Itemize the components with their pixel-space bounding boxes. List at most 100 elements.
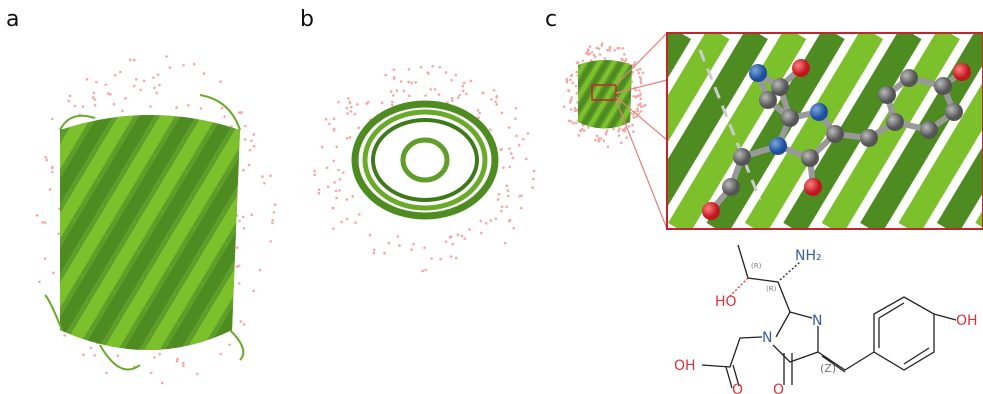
dot [410,82,413,85]
dot [348,101,351,104]
dot [153,87,156,90]
dot [587,53,590,56]
dot [182,64,185,67]
dot [636,107,639,110]
dot [609,46,612,49]
dot [426,71,429,74]
stereo-label: (Z) [820,362,836,375]
dot [501,112,504,115]
dot [625,58,628,61]
dot [431,65,434,68]
dot [369,234,372,237]
dot [93,98,96,101]
dot [269,240,272,243]
dot [531,186,534,189]
dot [243,227,246,230]
dot [92,92,95,95]
dot [139,89,142,92]
dot [373,249,376,252]
dot [271,219,274,222]
dot [639,80,642,83]
dot [49,188,52,191]
dot [414,81,417,84]
dot [261,175,264,178]
dot [392,94,395,97]
dot [568,119,571,122]
dot [114,74,117,77]
dot [450,255,453,258]
dot [238,282,241,285]
dot [461,235,464,238]
dot [515,107,518,110]
dot [346,107,349,110]
dot [44,257,47,260]
dot [423,247,426,250]
dot [269,174,272,177]
dot [505,206,508,209]
dot [332,227,335,230]
dot [391,101,394,104]
dot [36,214,39,217]
dot [479,220,482,223]
dot [373,252,376,255]
dot [589,45,592,48]
dot [124,97,127,100]
stereo-label: (R) [766,285,777,293]
dot [574,109,577,112]
dot [52,272,55,275]
dot [393,68,396,71]
dot [44,156,47,159]
dot [354,113,357,116]
dot [450,79,453,82]
dot [250,139,253,142]
dot [637,104,640,107]
dot [576,92,579,95]
strand [321,90,495,380]
dot [342,171,345,174]
atom-label: N [812,313,822,329]
dot [434,88,437,91]
dot [345,198,348,201]
dot [642,105,645,108]
dot [500,210,503,213]
dot [240,111,243,114]
atom [920,121,938,139]
strand [517,50,571,140]
dot [63,334,66,337]
dot [462,90,465,93]
dot [94,104,97,107]
dot [313,174,316,177]
strand [259,90,433,380]
dot [500,148,503,151]
stereo-label: (R) [751,262,762,270]
dot [600,137,603,140]
atom [801,149,819,167]
dot [318,188,321,191]
dot [577,134,580,137]
dot [458,94,461,97]
dot [575,122,578,125]
dot [525,158,528,161]
dot [175,106,178,109]
dot [502,166,505,169]
dot [465,93,468,96]
dot [193,63,196,66]
dot [639,98,642,101]
dot [384,74,387,77]
dot [347,97,350,100]
dot [512,157,515,160]
dot [346,218,349,221]
dot [250,214,253,217]
dot [410,248,413,251]
atom [749,64,767,82]
dot [182,362,185,365]
dot [365,102,368,105]
dot [339,178,342,181]
dot [253,145,256,148]
dot [176,358,179,361]
dot [313,170,316,173]
dot [445,71,448,74]
atom-label: OH [674,358,696,374]
atom [945,103,963,121]
dot [242,216,245,219]
